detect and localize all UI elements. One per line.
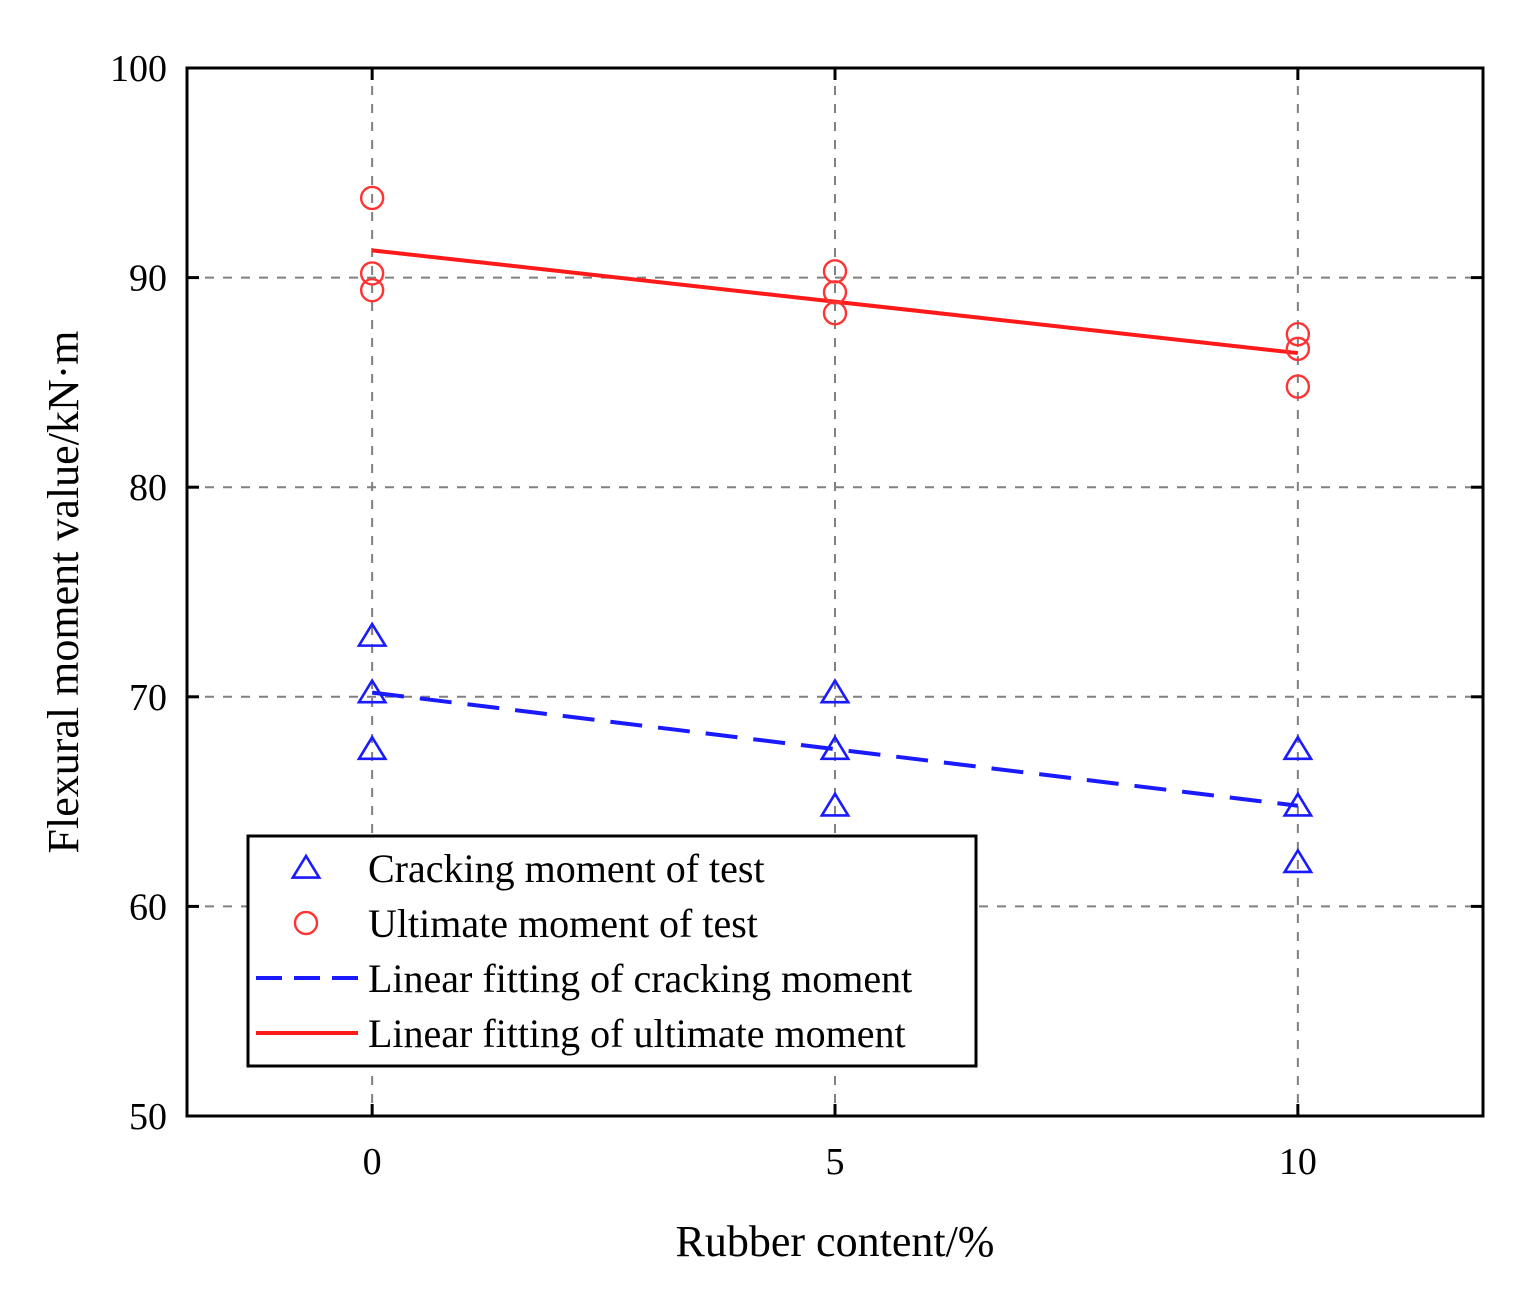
cracking-point [1282, 847, 1314, 874]
y-tick-label: 60 [129, 886, 167, 928]
legend-label: Linear fitting of ultimate moment [368, 1011, 906, 1056]
legend-label: Cracking moment of test [368, 846, 765, 891]
legend-box [246, 834, 978, 1068]
legend-label: Ultimate moment of test [368, 901, 758, 946]
ultimate-point [822, 301, 848, 326]
ultimate-point [1285, 336, 1311, 362]
data-markers [356, 185, 1314, 874]
legend-circle-icon [293, 910, 319, 936]
cracking-point [1282, 734, 1314, 761]
y-tick-label: 80 [129, 467, 167, 509]
x-tick-label: 5 [826, 1141, 845, 1183]
ultimate-point [359, 277, 385, 303]
cracking-point [819, 791, 851, 817]
cracking-point [356, 621, 388, 647]
cracking-point [356, 678, 388, 704]
legend-triangle-icon [290, 853, 322, 879]
ultimate-point [359, 185, 385, 211]
cracking-point [819, 734, 851, 761]
y-tick-label: 100 [110, 48, 167, 90]
cracking-point [819, 678, 851, 704]
ultimate-point [359, 261, 385, 286]
ultimate-point [1285, 321, 1311, 347]
y-tick-label: 90 [129, 258, 167, 300]
x-axis-title: Rubber content/% [676, 1217, 995, 1266]
axis-ticks: 0 5 10 50 60 70 80 90 100 [110, 48, 1483, 1183]
y-tick-label: 70 [129, 677, 167, 719]
ultimate-point [1285, 374, 1311, 399]
legend: Cracking moment of test Ultimate moment o… [246, 834, 978, 1068]
cracking-point [1282, 791, 1314, 817]
cracking-point [356, 734, 388, 761]
legend-label: Linear fitting of cracking moment [368, 956, 912, 1001]
x-tick-label: 10 [1279, 1141, 1317, 1183]
x-tick-label: 0 [363, 1141, 382, 1183]
y-tick-label: 50 [129, 1096, 167, 1138]
y-axis-title: Flexural moment value/kN·m [39, 331, 88, 854]
cracking-fit-line [371, 690, 1299, 808]
